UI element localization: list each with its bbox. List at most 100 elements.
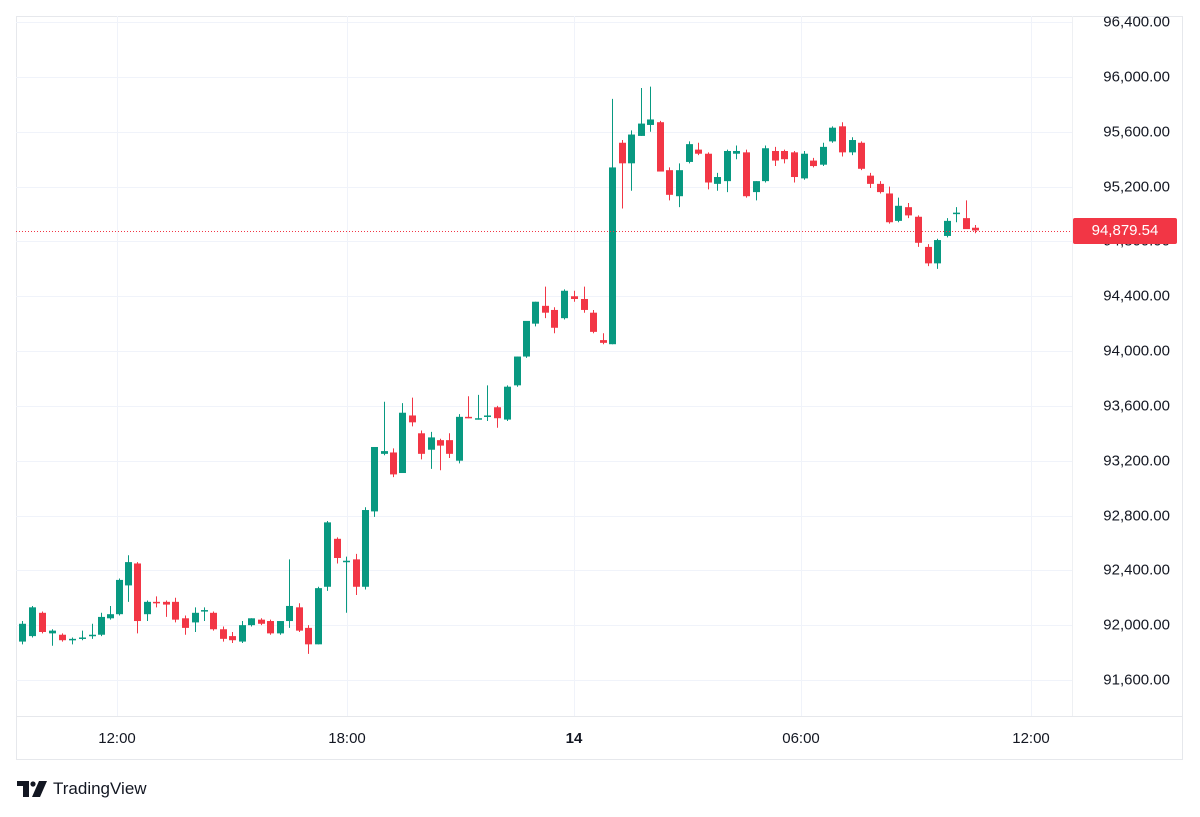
candle-down	[600, 333, 607, 345]
candle-down	[695, 142, 702, 156]
price-tick-label: 92,000.00	[1103, 616, 1170, 634]
candle-up	[724, 149, 731, 193]
time-tick-label: 18:00	[328, 730, 366, 747]
price-tick-label: 93,200.00	[1103, 452, 1170, 470]
candle-up	[762, 145, 769, 183]
candle-up	[647, 86, 654, 132]
candle-up	[676, 163, 683, 208]
candle-up	[628, 130, 635, 191]
price-tick-label: 96,400.00	[1103, 13, 1170, 31]
candle-down	[551, 307, 558, 334]
candle-down	[877, 181, 884, 194]
candle-down	[134, 562, 141, 634]
candle-up	[381, 401, 388, 456]
candle-down	[781, 149, 788, 164]
candle-down	[153, 596, 160, 608]
candle-up	[475, 394, 482, 420]
candle-down	[915, 215, 922, 247]
candle-up	[944, 218, 951, 238]
candle-up	[733, 145, 740, 160]
candle-down	[305, 625, 312, 654]
plot-area[interactable]	[16, 16, 1072, 716]
candle-down	[229, 631, 236, 643]
candle-down	[619, 140, 626, 209]
candle-up	[934, 238, 941, 269]
candle-down	[886, 186, 893, 224]
candle-down	[220, 626, 227, 642]
candle-up	[79, 630, 86, 641]
candle-up	[286, 559, 293, 628]
candle-up	[192, 607, 199, 632]
price-tick-label: 94,400.00	[1103, 287, 1170, 305]
candle-up	[895, 197, 902, 223]
candle-down	[267, 619, 274, 635]
time-tick-label: 12:00	[1012, 730, 1050, 747]
candle-up	[144, 600, 151, 622]
candle-up	[107, 605, 114, 620]
candle-up	[561, 289, 568, 320]
candle-down	[791, 150, 798, 183]
candle-up	[19, 621, 26, 645]
candle-down	[925, 244, 932, 267]
chart-frame	[16, 16, 1183, 760]
candle-down	[963, 200, 970, 230]
price-tick-label: 96,000.00	[1103, 68, 1170, 86]
candle-up	[504, 385, 511, 421]
time-tick-label: 06:00	[782, 730, 820, 747]
candle-down	[296, 603, 303, 632]
candle-up	[239, 621, 246, 643]
candle-up	[69, 637, 76, 645]
candle-down	[581, 286, 588, 313]
candle-up	[371, 446, 378, 517]
candle-up	[456, 414, 463, 464]
candle-down	[772, 146, 779, 167]
candle-down	[390, 448, 397, 478]
candle-up	[638, 87, 645, 136]
candle-down	[743, 149, 750, 198]
candle-down	[210, 611, 217, 631]
candlestick-series	[16, 16, 1072, 716]
candle-down	[867, 172, 874, 188]
candle-up	[315, 586, 322, 645]
candle-up	[686, 141, 693, 164]
candle-up	[49, 629, 56, 646]
brand-name: TradingView	[53, 779, 147, 798]
candle-up	[343, 556, 350, 613]
price-axis[interactable]: 96,400.00 96,000.00 95,600.00 95,200.00 94,8…	[1072, 13, 1183, 716]
candle-up	[801, 150, 808, 180]
candle-down	[858, 141, 865, 171]
candle-up	[201, 607, 208, 622]
price-tick-label: 91,600.00	[1103, 671, 1170, 689]
candle-up	[484, 385, 491, 421]
candle-up	[89, 623, 96, 639]
candle-down	[409, 397, 416, 427]
tradingview-logo[interactable]: TradingView	[17, 778, 147, 800]
candle-up	[428, 431, 435, 469]
candle-down	[172, 597, 179, 623]
candle-down	[353, 553, 360, 595]
candle-up	[523, 320, 530, 358]
candle-up	[753, 181, 760, 201]
candle-up	[116, 578, 123, 616]
price-tick-label: 94,000.00	[1103, 342, 1170, 360]
candle-up	[125, 555, 132, 602]
candle-down	[418, 430, 425, 460]
candle-up	[98, 612, 105, 637]
candle-down	[810, 157, 817, 168]
candle-down	[39, 611, 46, 634]
candle-up	[514, 356, 521, 387]
price-tick-label: 95,200.00	[1103, 178, 1170, 196]
price-tick-label: 95,600.00	[1103, 123, 1170, 141]
candle-down	[590, 309, 597, 334]
candle-up	[29, 605, 36, 638]
tradingview-logo-icon	[17, 781, 47, 797]
candle-up	[399, 403, 406, 474]
candle-up	[277, 621, 284, 635]
price-tick-label: 92,400.00	[1103, 561, 1170, 579]
price-tick-label: 93,600.00	[1103, 397, 1170, 415]
candle-up	[820, 142, 827, 167]
candle-down	[258, 618, 265, 626]
candle-up	[362, 507, 369, 590]
candle-down	[59, 633, 66, 642]
time-axis[interactable]: 12:00 18:00 14 06:00 12:00	[16, 716, 1183, 760]
